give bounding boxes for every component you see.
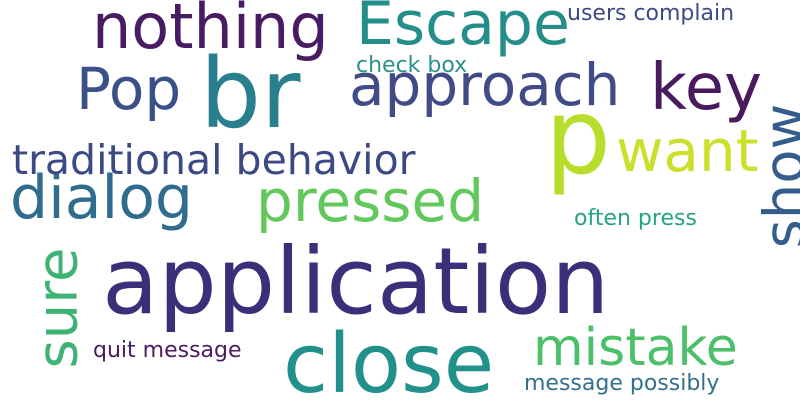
word-approach: approach — [349, 51, 621, 119]
word-key: key — [650, 51, 763, 125]
word-pop: Pop — [76, 55, 182, 123]
word-pressed: pressed — [256, 167, 485, 235]
word-check-box: check box — [356, 53, 468, 78]
word-nothing: nothing — [92, 0, 329, 63]
word-application: application — [102, 228, 610, 335]
word-mistake: mistake — [533, 318, 738, 378]
word-traditional-behavior: traditional behavior — [12, 136, 416, 184]
word-dialog: dialog — [10, 163, 193, 233]
word-want: want — [616, 117, 759, 185]
word-br: br — [200, 38, 301, 150]
word-escape: Escape — [356, 0, 570, 59]
word-sure: sure — [25, 247, 91, 369]
word-p: p — [545, 76, 612, 198]
word-quit-message: quit message — [93, 338, 242, 363]
word-close: close — [283, 317, 495, 400]
word-show: show — [752, 103, 800, 249]
word-message-possibly: message possibly — [524, 371, 720, 396]
word-often-press: often press — [574, 206, 697, 231]
word-users-complain: users complain — [567, 1, 735, 26]
